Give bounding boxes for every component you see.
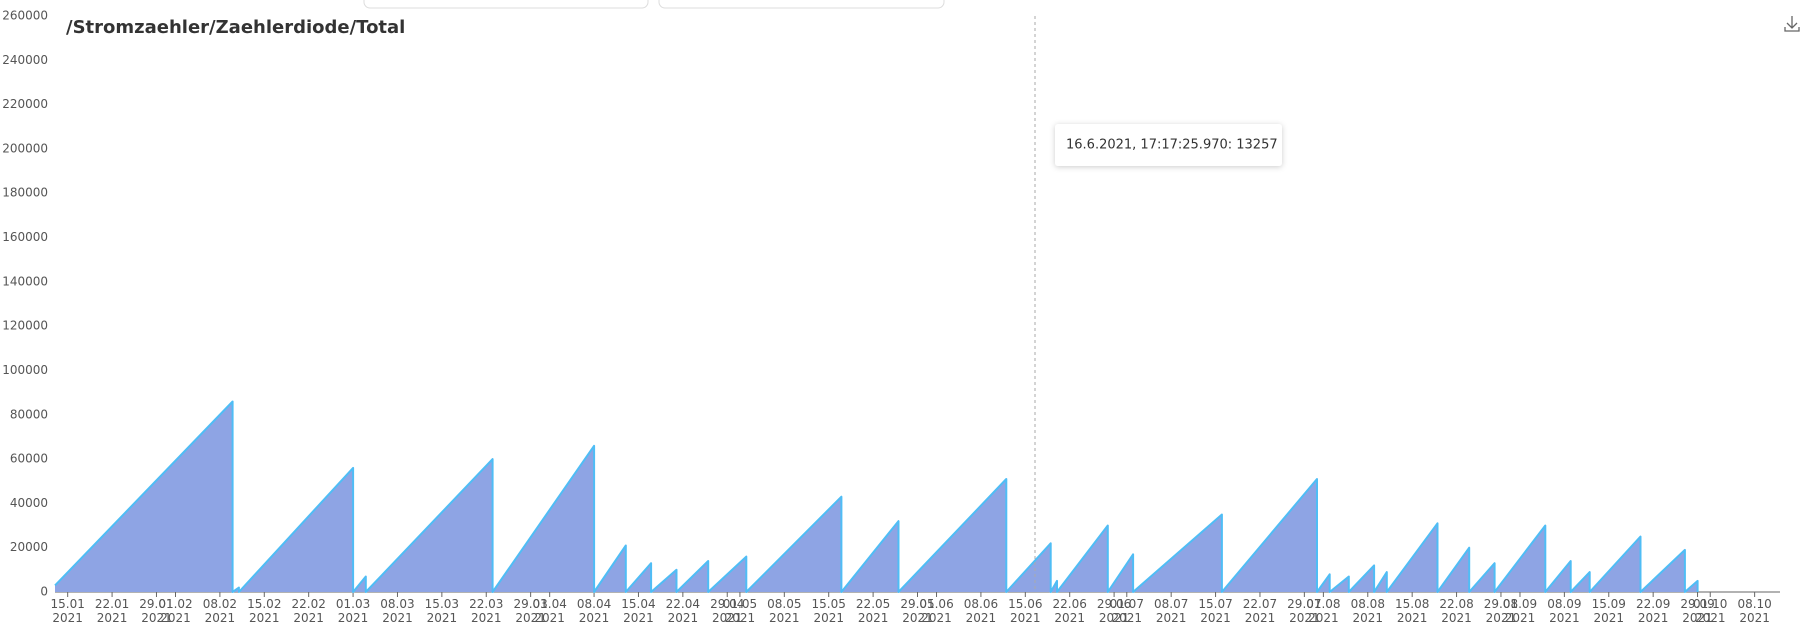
x-tick-label: 29.03 2021 bbox=[513, 597, 547, 625]
x-tick-label: 15.02 2021 bbox=[247, 597, 281, 625]
x-tick-label: 29.08 2021 bbox=[1484, 597, 1518, 625]
x-tick-label: 01.10 2021 bbox=[1693, 597, 1727, 625]
x-tick-label: 15.07 2021 bbox=[1198, 597, 1232, 625]
x-tick-label: 08.02 2021 bbox=[203, 597, 237, 625]
y-tick-label: 260000 bbox=[2, 9, 48, 23]
x-tick-label: 08.07 2021 bbox=[1154, 597, 1188, 625]
y-tick-label: 140000 bbox=[2, 274, 48, 288]
area bbox=[55, 401, 1698, 592]
x-tick-label: 01.09 2021 bbox=[1503, 597, 1537, 625]
x-tick-label: 15.06 2021 bbox=[1008, 597, 1042, 625]
x-tick-label: 22.09 2021 bbox=[1636, 597, 1670, 625]
download-button[interactable] bbox=[1784, 16, 1800, 32]
x-tick-label: 01.07 2021 bbox=[1110, 597, 1144, 625]
x-tick-label: 15.09 2021 bbox=[1592, 597, 1626, 625]
chart-title: /Stromzaehler/Zaehlerdiode/Total bbox=[66, 17, 405, 38]
y-tick-label: 80000 bbox=[10, 407, 48, 421]
x-tick-label: 15.08 2021 bbox=[1395, 597, 1429, 625]
x-tick-label: 08.06 2021 bbox=[964, 597, 998, 625]
x-tick-label: 08.09 2021 bbox=[1547, 597, 1581, 625]
x-tick-label: 15.04 2021 bbox=[621, 597, 655, 625]
x-tick-label: 29.06 2021 bbox=[1097, 597, 1131, 625]
x-tick-label: 15.03 2021 bbox=[425, 597, 459, 625]
y-tick-label: 240000 bbox=[2, 53, 48, 67]
x-tick-label: 15.05 2021 bbox=[812, 597, 846, 625]
x-tick-label: 29.05 2021 bbox=[900, 597, 934, 625]
tooltip: 16.6.2021, 17:17:25.970: 13257 bbox=[1066, 138, 1278, 153]
x-tick-label: 08.08 2021 bbox=[1351, 597, 1385, 625]
y-tick-label: 40000 bbox=[10, 496, 48, 510]
x-tick-label: 22.08 2021 bbox=[1439, 597, 1473, 625]
x-tick-label: 08.10 2021 bbox=[1737, 597, 1771, 625]
x-tick-label: 22.06 2021 bbox=[1053, 597, 1087, 625]
y-tick-label: 20000 bbox=[10, 540, 48, 554]
y-tick-label: 200000 bbox=[2, 141, 48, 155]
x-tick-label: 01.06 2021 bbox=[919, 597, 953, 625]
y-tick-label: 160000 bbox=[2, 230, 48, 244]
x-tick-label: 15.01 2021 bbox=[51, 597, 85, 625]
x-tick-label: 22.02 2021 bbox=[291, 597, 325, 625]
y-tick-label: 0 bbox=[40, 585, 48, 599]
x-tick-label: 01.02 2021 bbox=[158, 597, 192, 625]
tooltip-box bbox=[1055, 124, 1282, 166]
x-tick-label: 01.04 2021 bbox=[532, 597, 566, 625]
y-tick-label: 120000 bbox=[2, 319, 48, 333]
x-tick-label: 01.08 2021 bbox=[1306, 597, 1340, 625]
x-tick-label: 22.05 2021 bbox=[856, 597, 890, 625]
x-tick-label: 01.05 2021 bbox=[723, 597, 757, 625]
x-tick-label: 29.07 2021 bbox=[1287, 597, 1321, 625]
x-tick-label: 08.03 2021 bbox=[380, 597, 414, 625]
x-tick-label: 01.03 2021 bbox=[336, 597, 370, 625]
x-tick-label: 22.03 2021 bbox=[469, 597, 503, 625]
x-tick-label: 08.05 2021 bbox=[767, 597, 801, 625]
x-tick-label: 22.01 2021 bbox=[95, 597, 129, 625]
y-tick-label: 60000 bbox=[10, 452, 48, 466]
x-tick-label: 08.04 2021 bbox=[577, 597, 611, 625]
y-tick-label: 100000 bbox=[2, 363, 48, 377]
y-tick-label: 180000 bbox=[2, 186, 48, 200]
y-tick-label: 220000 bbox=[2, 97, 48, 111]
x-tick-label: 29.04 2021 bbox=[710, 597, 744, 625]
x-tick-label: 22.04 2021 bbox=[666, 597, 700, 625]
input-box[interactable] bbox=[658, 0, 945, 9]
x-tick-label: 29.09 2021 bbox=[1680, 597, 1714, 625]
x-tick-label: 22.07 2021 bbox=[1243, 597, 1277, 625]
line bbox=[54, 400, 1699, 593]
input-box[interactable] bbox=[363, 0, 649, 9]
x-tick-label: 29.01 2021 bbox=[139, 597, 173, 625]
